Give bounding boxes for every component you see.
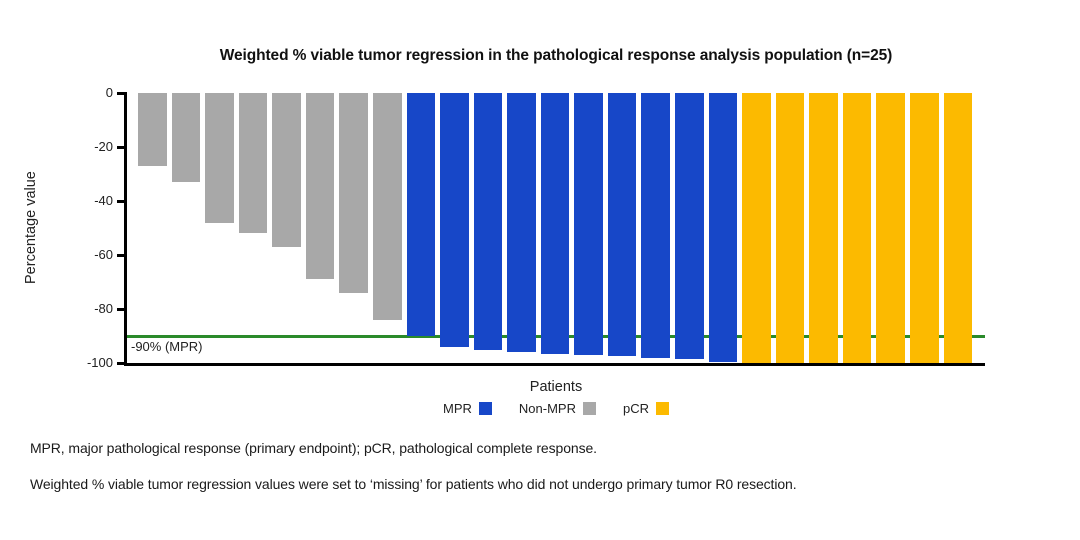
y-tick-label: 0 (105, 85, 113, 100)
bar (473, 93, 503, 350)
bar (372, 93, 402, 320)
legend-label: MPR (443, 401, 472, 416)
bar (943, 93, 973, 363)
footnote-missing-values: Weighted % viable tumor regression value… (30, 476, 797, 492)
y-tick-mark (117, 200, 124, 203)
bar (708, 93, 738, 362)
y-tick-label: -20 (94, 139, 113, 154)
plot-area: 0 -20 -40 -60 -80 -100 -90% (MPR) (87, 85, 985, 370)
bar (809, 93, 838, 363)
legend-label: pCR (622, 401, 649, 416)
bar (909, 93, 939, 363)
bar (675, 93, 704, 359)
mpr-threshold-label: -90% (MPR) (131, 339, 203, 354)
legend-swatch (478, 402, 492, 415)
bar (641, 93, 670, 358)
y-tick-label: -80 (94, 301, 113, 316)
y-tick-label: -60 (94, 247, 113, 262)
legend-item-non-mpr: Non-MPR (519, 401, 596, 416)
bar-row (138, 93, 973, 363)
y-tick-label: -40 (94, 193, 113, 208)
bar (574, 93, 603, 355)
bar (205, 93, 234, 223)
bar (775, 93, 805, 363)
y-tick-mark (117, 308, 124, 311)
legend-item-pcr: pCR (623, 401, 669, 416)
bar (607, 93, 637, 357)
bar (876, 93, 905, 363)
chart-title: Weighted % viable tumor regression in th… (219, 47, 893, 64)
bar (171, 93, 201, 183)
bar (138, 93, 167, 166)
bar (272, 93, 301, 247)
footnote-abbreviations: MPR, major pathological response (primar… (30, 440, 597, 456)
y-axis-title: Percentage value (23, 171, 39, 285)
bar (540, 93, 570, 354)
y-tick-mark (117, 146, 124, 149)
bar (440, 93, 469, 347)
x-axis-line (124, 363, 985, 366)
bar (238, 93, 268, 234)
bar (742, 93, 771, 363)
y-tick-mark (117, 92, 124, 95)
legend-item-mpr: MPR (443, 401, 492, 416)
bar (339, 93, 368, 293)
x-axis-title: Patients (529, 379, 583, 395)
legend-label: Non-MPR (518, 401, 576, 416)
legend-swatch (582, 402, 596, 415)
y-axis-line (124, 92, 127, 366)
y-tick-mark (117, 362, 124, 365)
bar (842, 93, 872, 363)
y-tick-mark (117, 254, 124, 257)
bar (305, 93, 335, 280)
legend: MPR Non-MPR pCR (127, 401, 985, 416)
bar (406, 93, 436, 336)
bar (507, 93, 536, 353)
y-tick-label: -100 (86, 355, 113, 370)
legend-swatch (655, 402, 669, 415)
